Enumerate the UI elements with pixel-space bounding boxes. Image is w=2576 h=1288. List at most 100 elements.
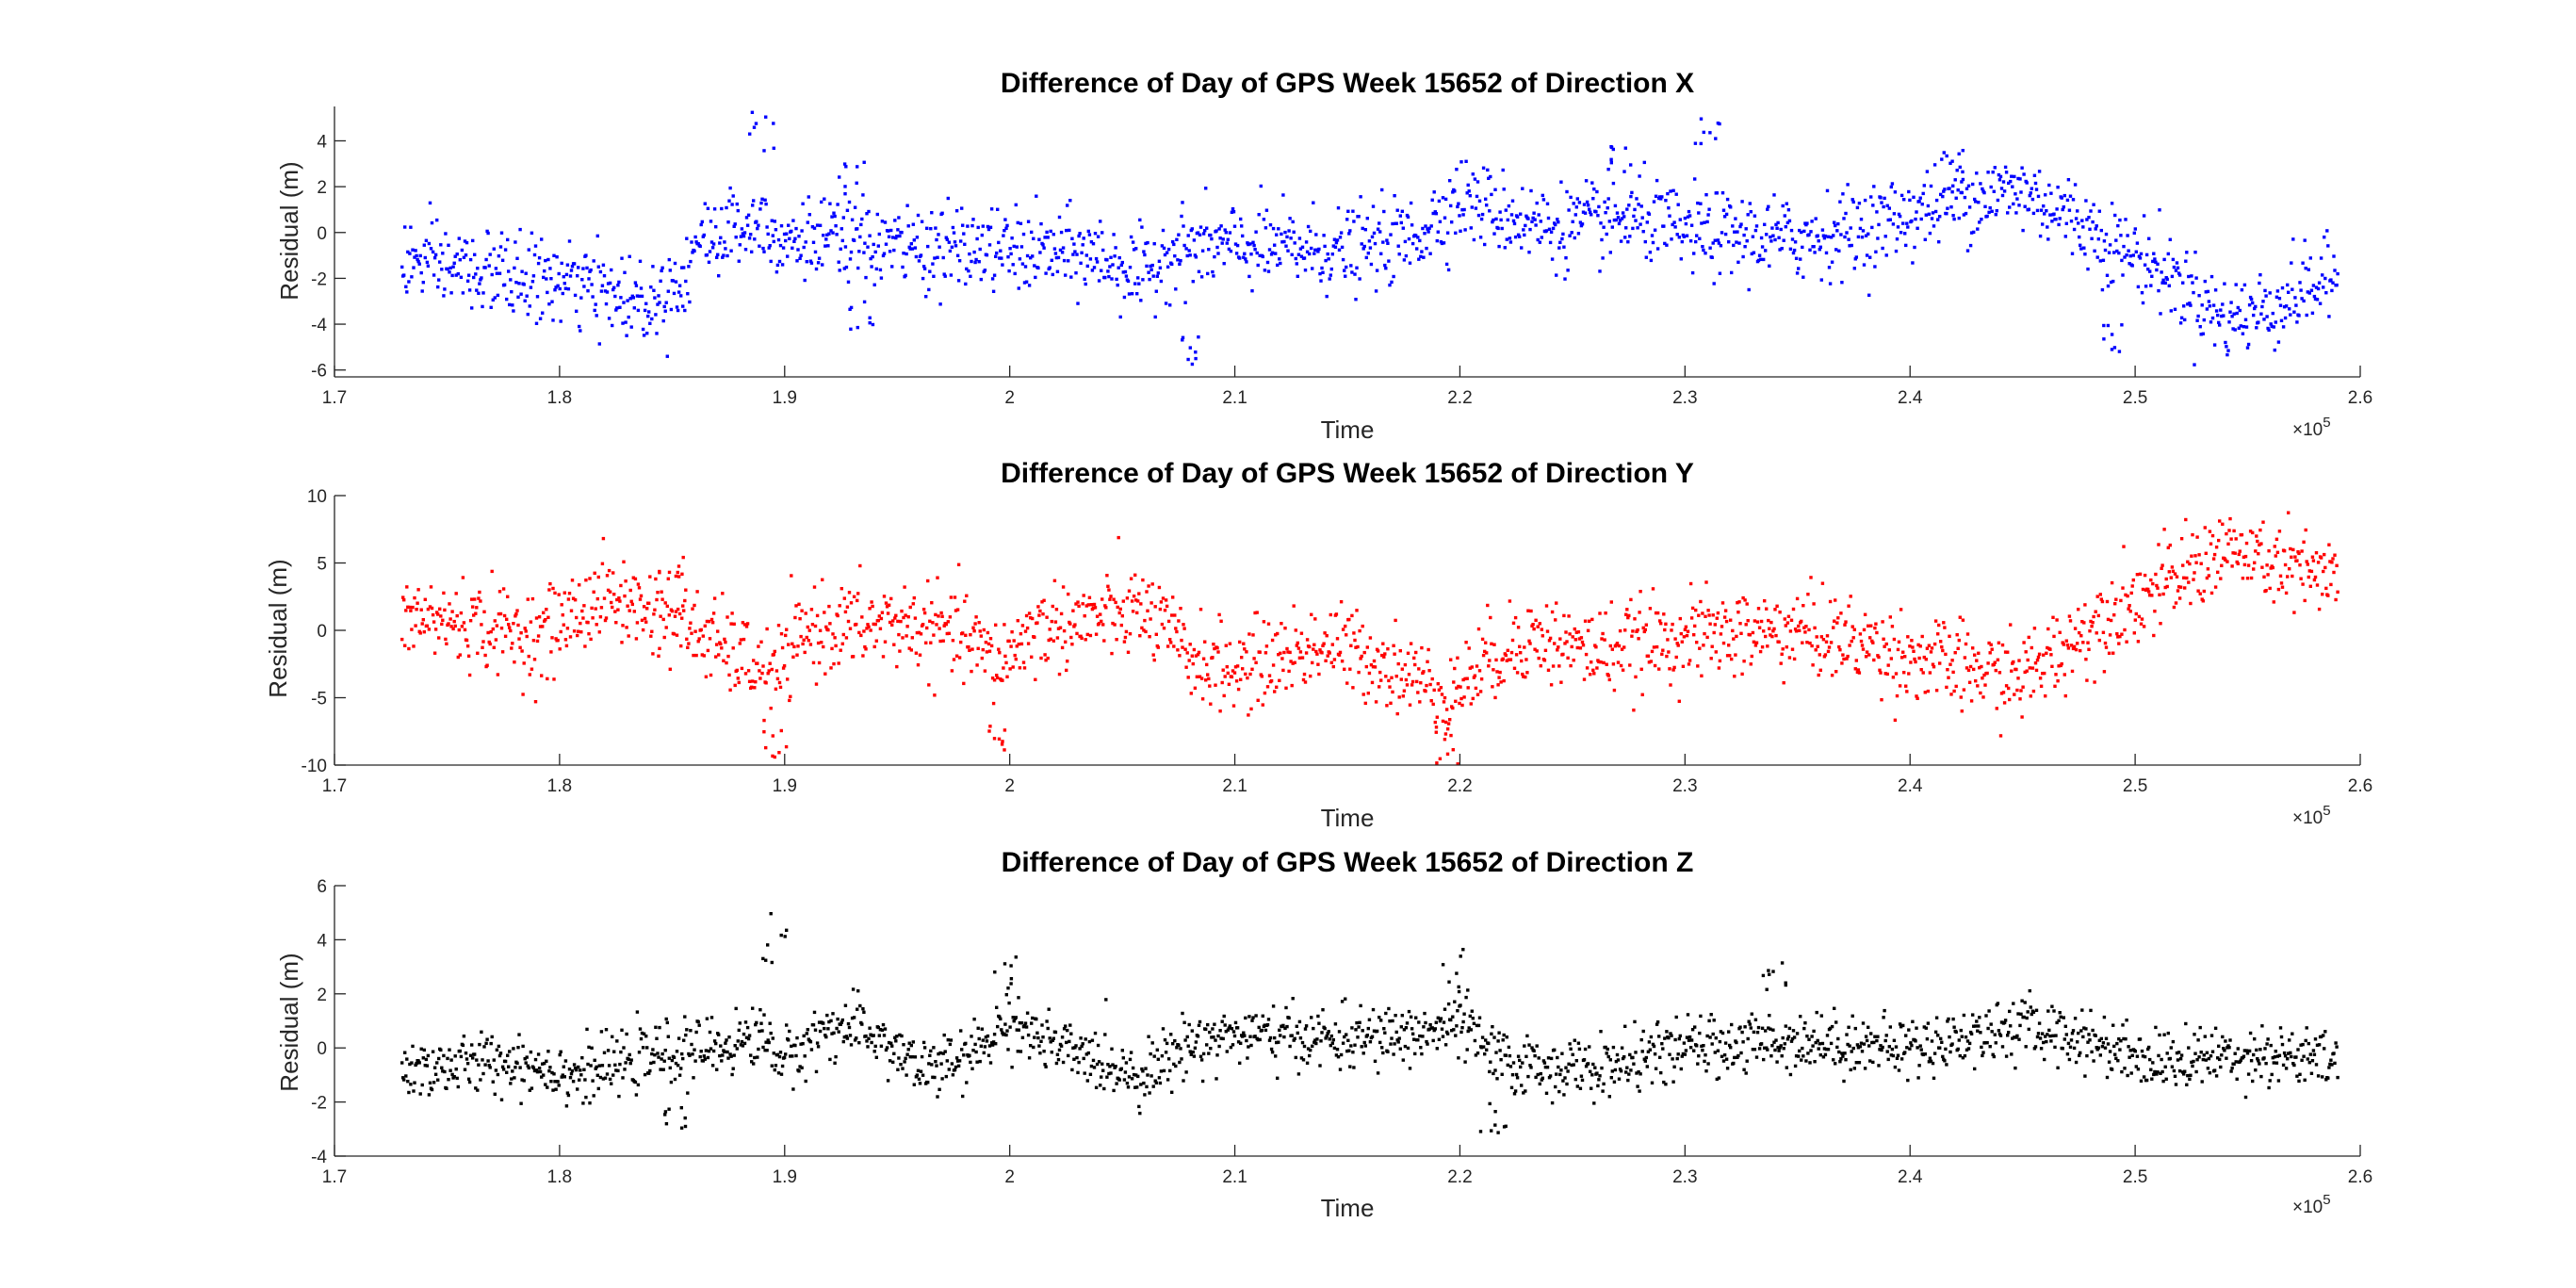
data-point xyxy=(1987,641,1991,645)
data-point xyxy=(764,115,768,119)
data-point xyxy=(667,1056,671,1060)
data-point xyxy=(566,597,571,601)
data-point xyxy=(846,619,851,624)
data-point xyxy=(424,238,429,242)
data-point xyxy=(1397,253,1401,256)
data-point xyxy=(596,575,600,579)
data-point xyxy=(1366,692,1370,695)
data-point xyxy=(807,195,810,199)
data-point xyxy=(781,666,786,670)
data-point xyxy=(584,1095,588,1100)
data-point xyxy=(1510,638,1515,643)
data-point xyxy=(677,575,681,579)
data-point xyxy=(2117,350,2122,353)
data-point xyxy=(1365,645,1369,649)
data-point xyxy=(2283,316,2288,320)
data-point xyxy=(1669,683,1672,687)
data-point xyxy=(911,602,915,606)
data-point xyxy=(998,256,1002,260)
data-point xyxy=(2209,591,2214,595)
data-point xyxy=(1035,1031,1039,1035)
data-point xyxy=(620,641,624,644)
data-point xyxy=(2120,323,2124,327)
data-point xyxy=(2109,618,2113,623)
data-point xyxy=(674,280,678,284)
data-point xyxy=(2072,227,2077,232)
data-point xyxy=(2302,299,2306,303)
data-point xyxy=(2291,237,2295,241)
data-point xyxy=(477,596,481,600)
data-point xyxy=(2069,644,2074,647)
data-point xyxy=(920,1054,924,1059)
data-point xyxy=(1437,199,1442,204)
data-point xyxy=(1179,259,1182,263)
data-point xyxy=(1670,237,1673,241)
data-point xyxy=(825,233,829,236)
data-point xyxy=(606,282,611,285)
data-point xyxy=(1164,598,1168,602)
data-point xyxy=(432,620,436,624)
data-point xyxy=(1986,171,1990,174)
data-point xyxy=(1023,1021,1028,1025)
data-point xyxy=(1343,667,1346,671)
data-point xyxy=(1474,206,1478,210)
data-point xyxy=(587,277,591,281)
data-point xyxy=(914,651,919,655)
data-point xyxy=(536,634,541,638)
data-point xyxy=(740,666,744,671)
data-point xyxy=(2018,697,2022,701)
data-point xyxy=(1225,665,1229,669)
data-point xyxy=(811,240,816,244)
data-point xyxy=(2273,348,2276,352)
data-point xyxy=(1182,224,1185,228)
data-point xyxy=(709,220,713,223)
data-point xyxy=(1620,647,1624,651)
data-point xyxy=(782,664,787,668)
data-point xyxy=(1459,160,1463,164)
data-point xyxy=(1181,201,1184,204)
data-point xyxy=(532,253,537,257)
data-point xyxy=(1036,266,1040,270)
data-point xyxy=(881,1022,886,1027)
data-point xyxy=(437,636,441,640)
data-point xyxy=(2165,277,2169,282)
data-point xyxy=(879,616,884,621)
data-point xyxy=(1100,269,1103,272)
data-point xyxy=(946,1038,950,1042)
data-point xyxy=(1852,628,1856,631)
data-point xyxy=(922,611,927,615)
data-point xyxy=(1636,628,1639,632)
data-point xyxy=(826,628,830,632)
data-point xyxy=(711,611,716,615)
data-point xyxy=(615,1039,619,1043)
data-point xyxy=(2131,253,2135,257)
data-point xyxy=(1137,1104,1141,1109)
data-point xyxy=(922,1046,927,1050)
data-point xyxy=(1356,644,1360,649)
data-point xyxy=(1223,675,1227,678)
data-point xyxy=(768,244,772,248)
data-point xyxy=(472,275,476,280)
data-point xyxy=(2328,560,2332,563)
data-point xyxy=(817,256,822,260)
data-point xyxy=(1802,275,1805,279)
data-point xyxy=(1583,211,1588,215)
data-point xyxy=(2198,325,2202,329)
data-point xyxy=(607,317,611,320)
data-point xyxy=(1041,612,1045,616)
data-point xyxy=(643,1072,647,1077)
data-point xyxy=(413,255,416,259)
data-point xyxy=(852,595,856,598)
data-point xyxy=(945,237,949,241)
data-point xyxy=(2126,594,2129,598)
x-tick-label: 1.9 xyxy=(773,388,797,408)
data-point xyxy=(723,637,726,642)
data-point xyxy=(1172,242,1176,247)
data-point xyxy=(756,1055,759,1059)
data-point xyxy=(508,302,512,307)
data-point xyxy=(805,635,808,640)
data-point xyxy=(1858,226,1863,231)
data-point xyxy=(2190,274,2193,278)
data-point xyxy=(1797,267,1801,270)
data-point xyxy=(602,1051,607,1054)
